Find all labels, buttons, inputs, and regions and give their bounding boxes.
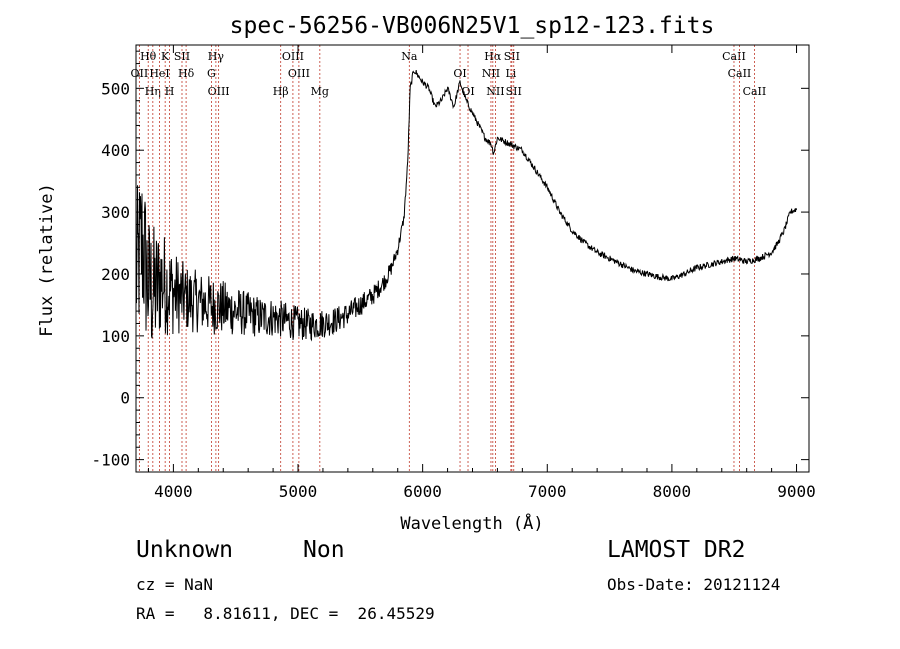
line-label: CaII: [728, 67, 752, 80]
line-label: G: [207, 67, 216, 80]
line-label: Hη: [145, 85, 161, 98]
y-tick-label: 300: [101, 203, 130, 222]
line-label: NII: [482, 67, 500, 80]
x-tick-label: 5000: [279, 482, 318, 501]
spectrum-layer: [135, 70, 797, 342]
line-label: OIII: [288, 67, 310, 80]
y-tick-label: 100: [101, 327, 130, 346]
chart-title: spec-56256-VB006N25V1_sp12-123.fits: [230, 13, 715, 39]
line-label: Hα: [484, 50, 502, 63]
redshift-label: cz = NaN: [136, 575, 214, 594]
line-label: SII: [506, 85, 522, 98]
spectrum-line: [135, 70, 797, 342]
subclass-label: Non: [303, 537, 345, 563]
line-label: Hβ: [273, 85, 289, 98]
y-tick-label: 500: [101, 79, 130, 98]
line-label: Hγ: [208, 50, 225, 63]
line-label: SII: [174, 50, 190, 63]
y-tick-label: 400: [101, 141, 130, 160]
radec-label: RA = 8.81611, DEC = 26.45529: [136, 604, 435, 623]
line-label: OIII: [208, 85, 230, 98]
line-label: SII: [504, 50, 520, 63]
line-label: CaII: [722, 50, 746, 63]
axes-layer: 4000 5000 6000 7000 8000 9000 -100 0 100 200 300 40…: [91, 45, 816, 501]
x-axis-label: Wavelength (Å): [400, 512, 543, 534]
y-tick-label: 200: [101, 265, 130, 284]
y-tick-label: -100: [91, 451, 130, 470]
line-label: OI: [453, 67, 466, 80]
line-label: Na: [401, 50, 418, 63]
line-label: OIII: [282, 50, 304, 63]
emission-lines-layer: HθOIIHηKHeIHSIIHδOIIIHγGHβOIIIOIIIMgNaOI…: [131, 45, 767, 472]
plot-frame: [135, 44, 810, 473]
x-tick-label: 6000: [403, 482, 442, 501]
x-tick-label: 7000: [528, 482, 567, 501]
line-label: H: [165, 85, 175, 98]
survey-label: LAMOST DR2: [607, 537, 746, 563]
y-axis-label: Flux (relative): [37, 183, 57, 337]
line-label: Hδ: [178, 67, 195, 80]
obs-date-label: Obs-Date: 20121124: [607, 575, 781, 594]
spectrum-chart: spec-56256-VB006N25V1_sp12-123.fits Hθ OI…: [37, 13, 816, 534]
line-label: Li: [505, 67, 516, 80]
x-tick-label: 8000: [653, 482, 692, 501]
line-label: CaII: [743, 85, 767, 98]
line-label: K: [161, 50, 170, 63]
y-tick-label: 0: [120, 389, 130, 408]
class-label: Unknown: [136, 537, 233, 563]
line-label: Hθ: [140, 50, 157, 63]
line-label: NII: [486, 85, 504, 98]
line-label: Mg: [311, 85, 329, 98]
x-tick-label: 4000: [154, 482, 193, 501]
line-label: HeI: [149, 67, 169, 80]
x-tick-label: 9000: [777, 482, 816, 501]
line-label: OII: [131, 67, 149, 80]
